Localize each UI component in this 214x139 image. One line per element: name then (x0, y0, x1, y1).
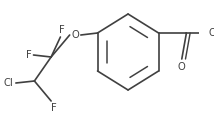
Text: F: F (26, 50, 32, 60)
Text: Cl: Cl (4, 78, 13, 88)
Text: F: F (59, 25, 65, 35)
Text: O: O (178, 62, 186, 72)
Text: O: O (71, 30, 79, 40)
Text: F: F (51, 103, 57, 113)
Text: O: O (208, 28, 214, 38)
